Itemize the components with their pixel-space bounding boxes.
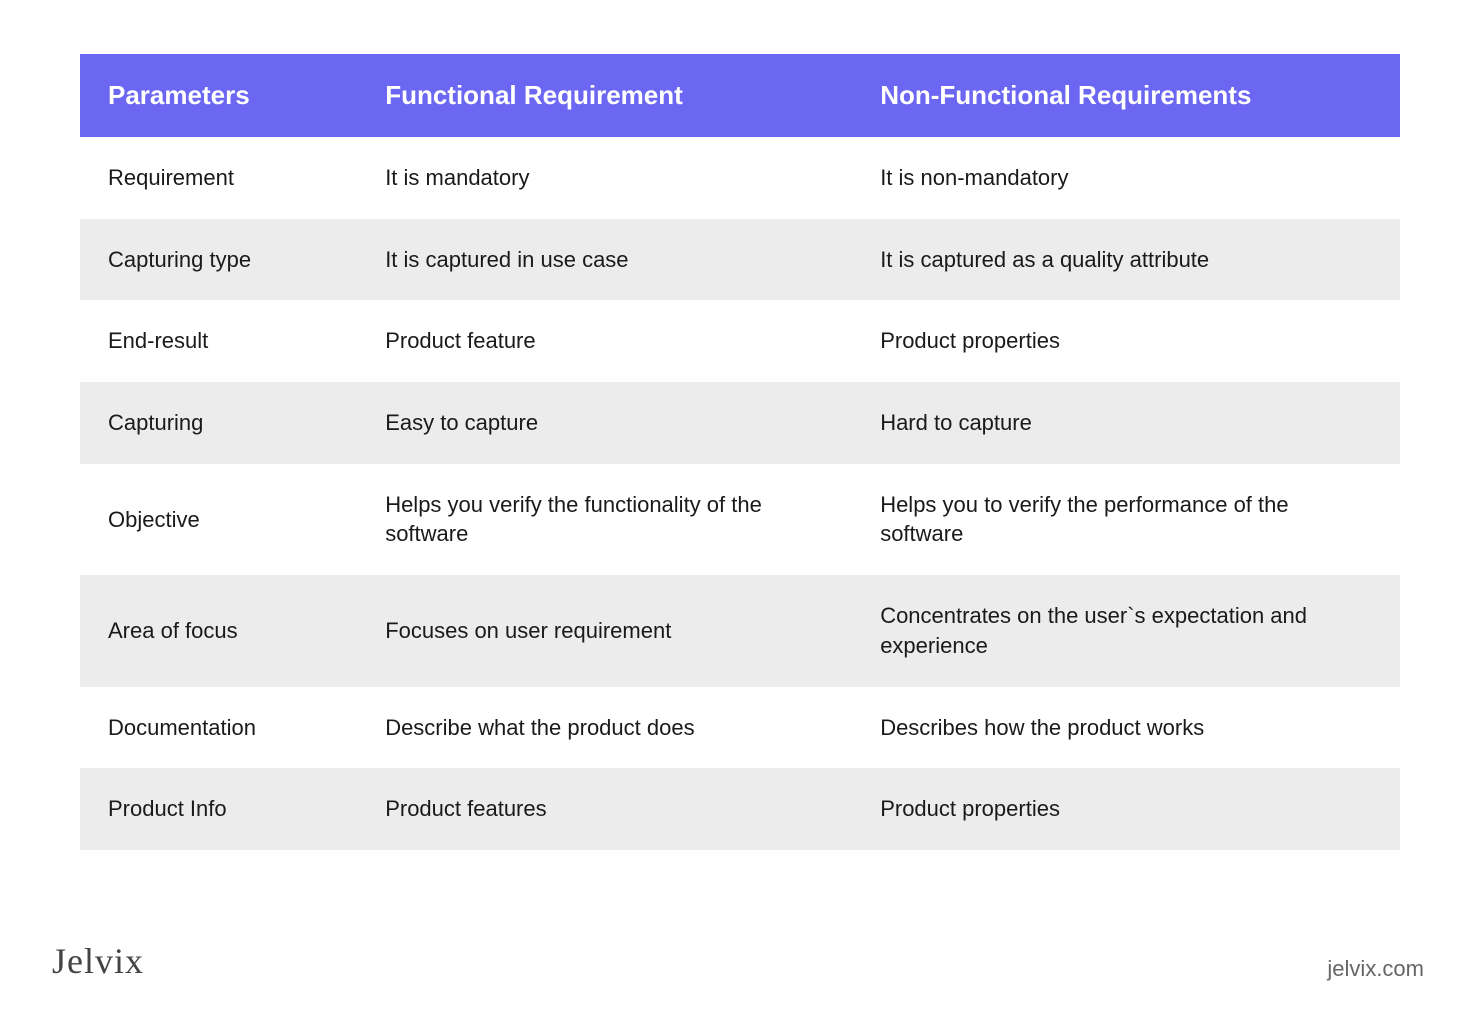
table-row: Objective Helps you verify the functiona…	[80, 464, 1400, 575]
table-row: End-result Product feature Product prope…	[80, 300, 1400, 382]
functional-cell: Focuses on user requirement	[357, 575, 852, 686]
table-row: Product Info Product features Product pr…	[80, 768, 1400, 850]
param-cell: Documentation	[80, 687, 357, 769]
param-cell: End-result	[80, 300, 357, 382]
brand-logo: Jelvix	[52, 940, 144, 982]
table-header-row: Parameters Functional Requirement Non-Fu…	[80, 54, 1400, 137]
param-cell: Objective	[80, 464, 357, 575]
functional-cell: It is captured in use case	[357, 219, 852, 301]
footer: Jelvix jelvix.com	[52, 940, 1424, 982]
nonfunctional-cell: Hard to capture	[852, 382, 1400, 464]
param-cell: Capturing	[80, 382, 357, 464]
requirements-table: Parameters Functional Requirement Non-Fu…	[80, 54, 1400, 850]
param-cell: Area of focus	[80, 575, 357, 686]
header-nonfunctional: Non-Functional Requirements	[852, 54, 1400, 137]
nonfunctional-cell: Product properties	[852, 768, 1400, 850]
param-cell: Capturing type	[80, 219, 357, 301]
functional-cell: Product feature	[357, 300, 852, 382]
functional-cell: It is mandatory	[357, 137, 852, 219]
nonfunctional-cell: Helps you to verify the performance of t…	[852, 464, 1400, 575]
functional-cell: Easy to capture	[357, 382, 852, 464]
table-row: Capturing type It is captured in use cas…	[80, 219, 1400, 301]
brand-url: jelvix.com	[1327, 956, 1424, 982]
param-cell: Product Info	[80, 768, 357, 850]
nonfunctional-cell: It is captured as a quality attribute	[852, 219, 1400, 301]
header-functional: Functional Requirement	[357, 54, 852, 137]
nonfunctional-cell: Describes how the product works	[852, 687, 1400, 769]
functional-cell: Product features	[357, 768, 852, 850]
table-container: Parameters Functional Requirement Non-Fu…	[0, 0, 1480, 850]
functional-cell: Describe what the product does	[357, 687, 852, 769]
table-row: Documentation Describe what the product …	[80, 687, 1400, 769]
table-row: Area of focus Focuses on user requiremen…	[80, 575, 1400, 686]
header-parameters: Parameters	[80, 54, 357, 137]
param-cell: Requirement	[80, 137, 357, 219]
table-row: Requirement It is mandatory It is non-ma…	[80, 137, 1400, 219]
nonfunctional-cell: Product properties	[852, 300, 1400, 382]
nonfunctional-cell: It is non-mandatory	[852, 137, 1400, 219]
functional-cell: Helps you verify the functionality of th…	[357, 464, 852, 575]
table-row: Capturing Easy to capture Hard to captur…	[80, 382, 1400, 464]
nonfunctional-cell: Concentrates on the user`s expectation a…	[852, 575, 1400, 686]
